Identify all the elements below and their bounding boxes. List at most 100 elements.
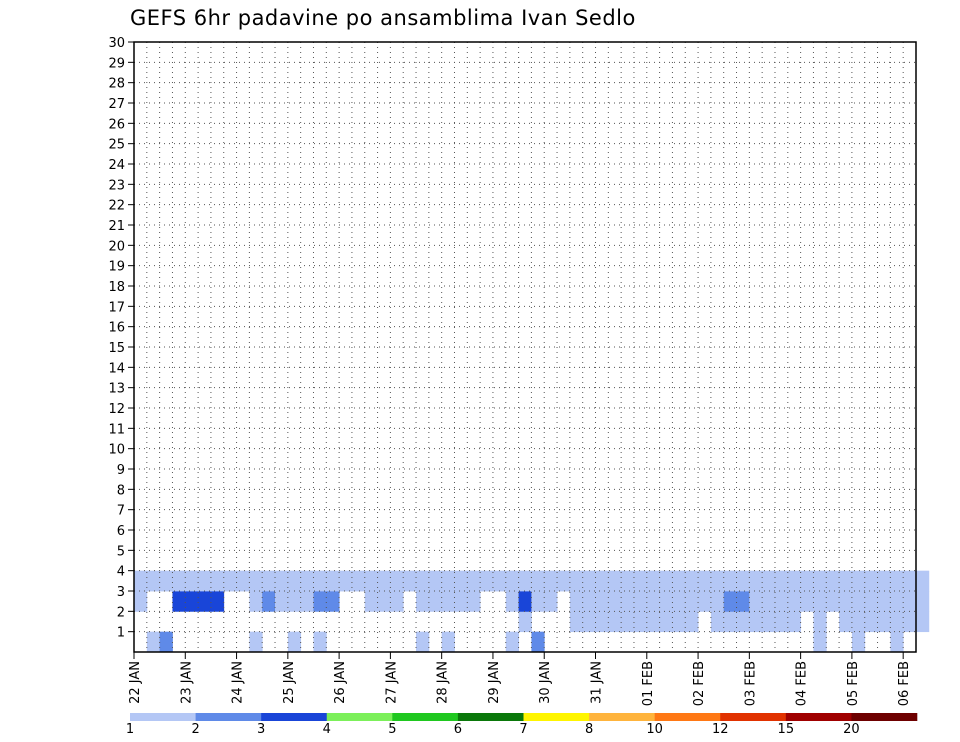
- heatmap-cell: [249, 570, 263, 592]
- heatmap-cell: [646, 611, 661, 633]
- heatmap-cell: [505, 631, 519, 653]
- heatmap-cell: [736, 611, 750, 633]
- heatmap-cell: [172, 591, 186, 612]
- x-tick-label: 29 JAN: [487, 661, 502, 704]
- heatmap-cell: [787, 570, 802, 592]
- y-tick-label: 2: [117, 605, 125, 620]
- heatmap-cell: [749, 611, 763, 633]
- y-tick-label: 5: [117, 544, 125, 559]
- heatmap-cell: [851, 611, 866, 633]
- heatmap-cell: [877, 611, 891, 633]
- heatmap-cell: [416, 631, 430, 653]
- heatmap-cell: [480, 570, 494, 592]
- heatmap-cell: [416, 591, 430, 612]
- colorbar-label: 5: [388, 722, 396, 737]
- heatmap-cell: [326, 570, 340, 592]
- heatmap-cell: [364, 570, 378, 592]
- heatmap-cell: [441, 631, 455, 653]
- x-tick-label: 25 JAN: [282, 661, 297, 704]
- y-tick-label: 24: [108, 158, 125, 173]
- heatmap-cell: [672, 591, 686, 612]
- heatmap-cell: [262, 570, 276, 592]
- heatmap-cell: [403, 570, 417, 592]
- colorbar-label: 7: [519, 722, 527, 737]
- heatmap-cell: [441, 570, 455, 592]
- heatmap-cell: [659, 570, 673, 592]
- heatmap-cell: [531, 631, 545, 653]
- heatmap-cell: [877, 570, 891, 592]
- heatmap-cell: [339, 570, 353, 592]
- heatmap-cell: [172, 570, 186, 592]
- heatmap-cell: [249, 631, 263, 653]
- heatmap-cell: [813, 611, 827, 633]
- heatmap-cell: [275, 570, 289, 592]
- y-tick-label: 17: [108, 300, 125, 315]
- heatmap-cell: [582, 591, 596, 612]
- y-tick-label: 16: [108, 321, 125, 336]
- heatmap-cell: [621, 611, 635, 633]
- heatmap-cell: [210, 591, 225, 612]
- heatmap-cell: [787, 611, 802, 633]
- heatmap-cell: [608, 591, 622, 612]
- heatmap-cell: [492, 570, 507, 592]
- heatmap-cell: [262, 591, 276, 612]
- y-tick-label: 22: [108, 199, 125, 214]
- heatmap-cell: [762, 570, 776, 592]
- heatmap-cell: [685, 591, 699, 612]
- x-tick-label: 31 JAN: [590, 661, 605, 704]
- colorbar-label: 2: [191, 722, 199, 737]
- colorbar-segment: [654, 713, 721, 721]
- heatmap-cell: [275, 591, 289, 612]
- heatmap-cell: [826, 591, 840, 612]
- y-tick-label: 8: [117, 483, 125, 498]
- heatmap-cell: [916, 591, 930, 612]
- y-tick-label: 10: [108, 443, 125, 458]
- y-tick-label: 9: [117, 463, 125, 478]
- y-tick-label: 29: [108, 56, 125, 71]
- heatmap-cell: [313, 631, 327, 653]
- heatmap-cell: [710, 570, 725, 592]
- heatmap-cell: [826, 570, 840, 592]
- heatmap-cell: [185, 591, 199, 612]
- heatmap-cell: [351, 570, 366, 592]
- heatmap-cell: [454, 591, 468, 612]
- colorbar-label: 15: [778, 722, 795, 737]
- heatmap-cell: [569, 611, 584, 633]
- heatmap-cell: [608, 570, 622, 592]
- colorbar-label: 3: [257, 722, 265, 737]
- heatmap-cell: [595, 591, 609, 612]
- heatmap-cell: [287, 591, 302, 612]
- colorbar-segment: [130, 713, 196, 721]
- heatmap-cell: [903, 570, 917, 592]
- y-tick-label: 28: [108, 77, 125, 92]
- colorbar-segment: [261, 713, 328, 721]
- heatmap-cell: [903, 591, 917, 612]
- heatmap-cell: [710, 611, 725, 633]
- heatmap-cell: [659, 611, 673, 633]
- heatmap-cell: [313, 570, 327, 592]
- heatmap-cell: [159, 570, 173, 592]
- heatmap-cell: [839, 591, 853, 612]
- heatmap-cell: [582, 611, 596, 633]
- heatmap-cell: [672, 611, 686, 633]
- heatmap-cell: [774, 570, 789, 592]
- heatmap-cell: [146, 570, 161, 592]
- heatmap-cell: [659, 591, 673, 612]
- heatmap-cell: [223, 570, 237, 592]
- heatmap-cell: [198, 591, 212, 612]
- heatmap-cell: [518, 591, 532, 612]
- colorbar-segment: [851, 713, 918, 721]
- heatmap-cell: [685, 570, 699, 592]
- heatmap-cell: [249, 591, 263, 612]
- x-tick-label: 27 JAN: [384, 661, 399, 704]
- y-tick-label: 30: [108, 36, 125, 51]
- heatmap-cell: [467, 570, 481, 592]
- heatmap-cell: [134, 570, 148, 592]
- heatmap-cell: [762, 611, 776, 633]
- y-tick-label: 4: [117, 565, 125, 580]
- heatmap-cell: [877, 591, 891, 612]
- heatmap-cell: [723, 570, 737, 592]
- colorbar-segment: [457, 713, 524, 721]
- heatmap-cell: [698, 591, 712, 612]
- heatmap-cell: [146, 631, 161, 653]
